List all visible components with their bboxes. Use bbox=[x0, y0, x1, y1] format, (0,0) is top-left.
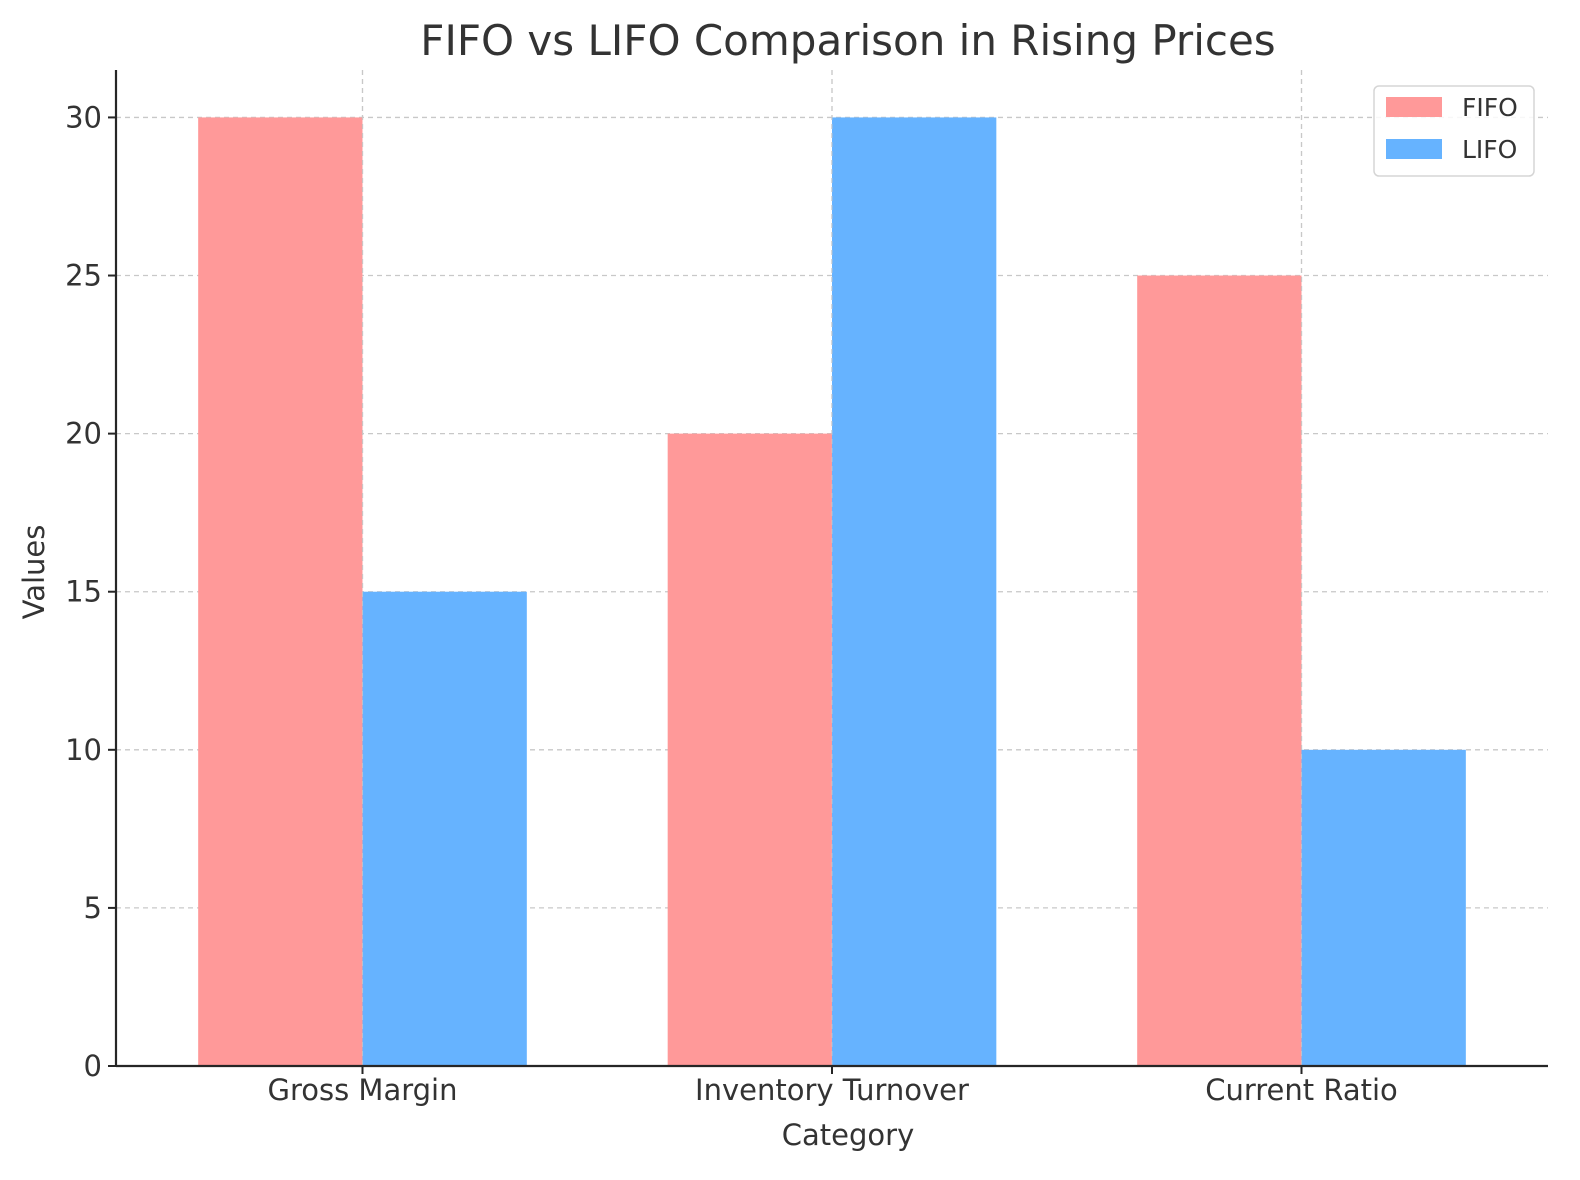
y-tick-label: 15 bbox=[65, 575, 102, 609]
y-tick-label: 5 bbox=[84, 891, 102, 925]
bar-lifo-gross-margin bbox=[362, 591, 527, 1066]
x-tick-label: Gross Margin bbox=[267, 1073, 457, 1107]
y-tick-label: 30 bbox=[65, 100, 102, 134]
y-tick-label: 10 bbox=[65, 733, 102, 767]
bars bbox=[198, 70, 1466, 1067]
bar-lifo-current-ratio bbox=[1301, 749, 1466, 1066]
legend-label-fifo: FIFO bbox=[1462, 93, 1518, 122]
y-axis-label: Values bbox=[17, 525, 51, 620]
legend-swatch-fifo bbox=[1386, 97, 1442, 117]
axes bbox=[108, 70, 1548, 1074]
bar-fifo-inventory-turnover bbox=[667, 433, 832, 1067]
y-tick-label: 25 bbox=[65, 259, 102, 293]
x-tick-label: Current Ratio bbox=[1205, 1073, 1398, 1107]
y-tick-label: 20 bbox=[65, 417, 102, 451]
y-tick-label: 0 bbox=[84, 1049, 102, 1083]
bar-fifo-current-ratio bbox=[1137, 275, 1302, 1066]
bar-lifo-inventory-turnover bbox=[832, 117, 997, 1066]
legend-swatch-lifo bbox=[1386, 139, 1442, 159]
bar-fifo-gross-margin bbox=[198, 117, 363, 1066]
x-axis-label: Category bbox=[782, 1118, 914, 1152]
chart-title: FIFO vs LIFO Comparison in Rising Prices bbox=[420, 16, 1275, 65]
tick-labels: 0 5 10 15 20 25 30 Gross Margin Inventory Turnov… bbox=[65, 100, 1398, 1107]
x-tick-label: Inventory Turnover bbox=[695, 1073, 969, 1107]
legend-label-lifo: LIFO bbox=[1462, 135, 1517, 164]
legend: FIFO LIFO bbox=[1373, 85, 1535, 177]
